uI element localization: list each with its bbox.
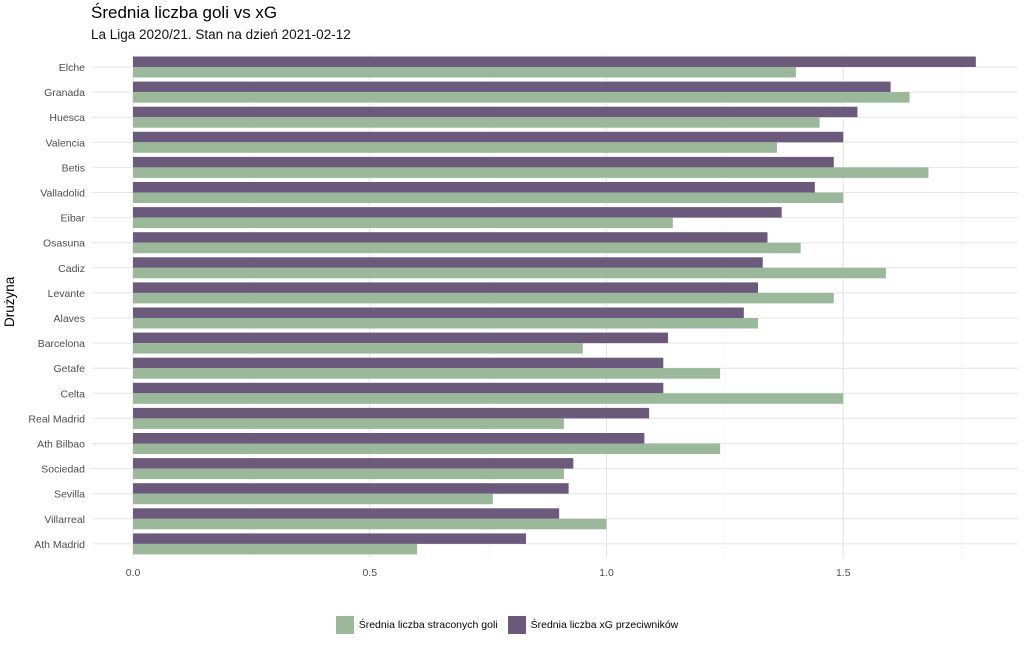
bar-goals-valencia[interactable] xyxy=(133,142,777,153)
bar-xg-ath-madrid[interactable] xyxy=(133,533,527,544)
plot-area: Elche Granada Huesca Valencia Betis Valladoli… xyxy=(28,55,1018,579)
bar-xg-granada[interactable] xyxy=(133,81,891,93)
bar-xg-sevilla[interactable] xyxy=(133,483,569,494)
bar-goals-getafe[interactable] xyxy=(133,368,721,379)
bar-xg-cadiz[interactable] xyxy=(133,257,763,268)
y-tick-label: Elche xyxy=(59,62,85,74)
bar-goals-sevilla[interactable] xyxy=(133,493,493,505)
bar-xg-valencia[interactable] xyxy=(133,131,844,143)
bar-xg-huesca[interactable] xyxy=(133,106,858,118)
bar-xg-alaves[interactable] xyxy=(133,307,744,319)
x-tick-label: 1.0 xyxy=(599,567,614,579)
y-tick-label: Ath Bilbao xyxy=(37,439,85,451)
legend: Średnia liczba straconych goli Średnia l… xyxy=(0,614,1024,636)
y-tick-label: Valencia xyxy=(46,137,86,149)
bar-goals-ath-bilbao[interactable] xyxy=(133,443,721,455)
y-tick-label: Valladolid xyxy=(40,188,85,200)
y-tick-label: Celta xyxy=(60,388,85,400)
y-tick-label: Alaves xyxy=(53,313,85,325)
legend-swatch-xg-against xyxy=(507,616,526,634)
bar-goals-granada[interactable] xyxy=(133,92,910,103)
x-tick-label: 0.5 xyxy=(362,567,377,579)
y-tick-label: Sociedad xyxy=(41,464,85,476)
bar-xg-sociedad[interactable] xyxy=(133,458,574,469)
y-tick-label: Eibar xyxy=(60,213,85,225)
y-tick-label: Villarreal xyxy=(44,514,85,526)
y-tick-label: Getafe xyxy=(53,363,85,375)
bar-xg-elche[interactable] xyxy=(133,56,976,68)
y-tick-label: Cadiz xyxy=(58,263,85,275)
y-tick-label: Levante xyxy=(48,288,86,300)
y-tick-label: Osasuna xyxy=(43,238,85,250)
y-tick-label: Real Madrid xyxy=(28,413,85,425)
bar-goals-elche[interactable] xyxy=(133,67,796,78)
grid-lines xyxy=(92,55,1018,558)
x-tick-labels: 0.0 0.5 1.0 1.5 xyxy=(126,567,851,579)
bar-xg-betis[interactable] xyxy=(133,156,834,168)
bar-xg-villarreal[interactable] xyxy=(133,508,560,519)
bar-goals-valladolid[interactable] xyxy=(133,192,844,204)
bar-goals-huesca[interactable] xyxy=(133,117,820,128)
y-tick-label: Ath Madrid xyxy=(34,539,85,551)
bar-goals-cadiz[interactable] xyxy=(133,267,886,279)
legend-swatch-goals-conceded xyxy=(335,616,354,634)
y-tick-labels: Elche Granada Huesca Valencia Betis Valladoli… xyxy=(28,62,85,551)
y-tick-label: Sevilla xyxy=(54,489,85,501)
chart-subtitle: La Liga 2020/21. Stan na dzień 2021-02-1… xyxy=(91,27,351,42)
bar-goals-sociedad[interactable] xyxy=(133,468,564,480)
bar-xg-levante[interactable] xyxy=(133,282,759,293)
bars xyxy=(133,56,976,555)
legend-label-goals-conceded: Średnia liczba straconych goli xyxy=(358,619,498,631)
y-tick-label: Granada xyxy=(44,87,85,99)
bar-goals-alaves[interactable] xyxy=(133,318,759,329)
bar-goals-osasuna[interactable] xyxy=(133,242,801,254)
bar-goals-ath-madrid[interactable] xyxy=(133,543,418,555)
bar-xg-celta[interactable] xyxy=(133,382,664,394)
x-tick-label: 0.0 xyxy=(126,567,141,579)
bar-xg-eibar[interactable] xyxy=(133,207,782,218)
bar-xg-real-madrid[interactable] xyxy=(133,407,650,419)
y-tick-label: Barcelona xyxy=(38,338,85,350)
legend-label-xg-against: Średnia liczba xG przeciwników xyxy=(530,619,679,631)
y-tick-label: Huesca xyxy=(49,112,85,124)
bar-goals-levante[interactable] xyxy=(133,292,834,304)
bar-goals-villarreal[interactable] xyxy=(133,518,607,530)
bar-goals-barcelona[interactable] xyxy=(133,343,583,354)
bar-xg-osasuna[interactable] xyxy=(133,232,768,243)
bar-xg-getafe[interactable] xyxy=(133,357,664,369)
bar-xg-barcelona[interactable] xyxy=(133,332,669,344)
bar-goals-celta[interactable] xyxy=(133,393,844,404)
legend-item-goals-conceded[interactable]: Średnia liczba straconych goli xyxy=(335,616,503,634)
bar-xg-valladolid[interactable] xyxy=(133,182,815,193)
bar-goals-betis[interactable] xyxy=(133,167,929,178)
bar-goals-real-madrid[interactable] xyxy=(133,418,564,429)
x-tick-label: 1.5 xyxy=(836,567,851,579)
bar-goals-eibar[interactable] xyxy=(133,217,673,229)
chart-title: Średnia liczba goli vs xG xyxy=(91,3,278,22)
legend-item-xg-against[interactable]: Średnia liczba xG przeciwników xyxy=(507,616,684,634)
y-tick-label: Betis xyxy=(62,162,85,174)
bar-xg-ath-bilbao[interactable] xyxy=(133,433,645,444)
